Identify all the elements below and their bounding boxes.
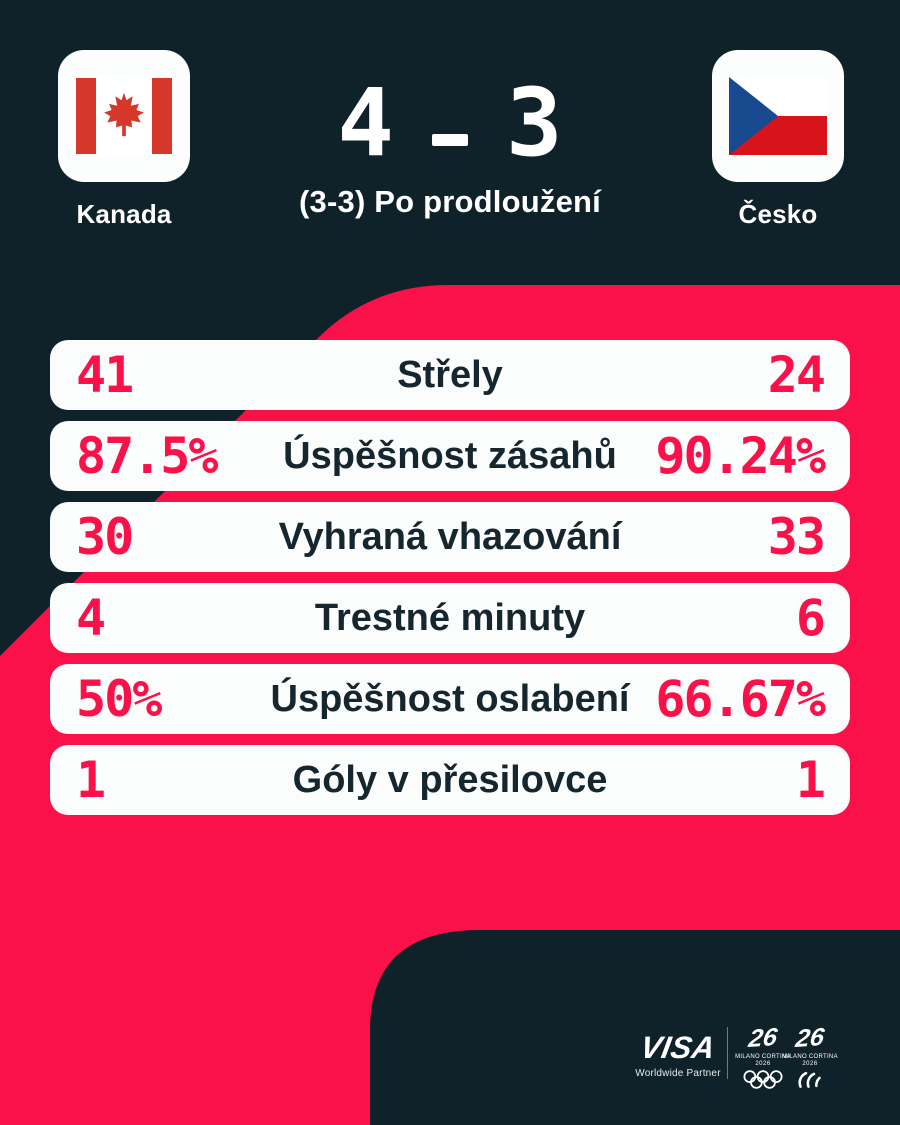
- paralympic-agitos-icon: [798, 1071, 821, 1088]
- away-flag-card: [712, 50, 844, 182]
- away-stat-value: 66.67%: [655, 670, 826, 728]
- stat-row-faceoffs-won: 30 Vyhraná vhazování 33: [50, 502, 850, 572]
- home-stat-value: 50%: [76, 670, 162, 728]
- stat-row-penalty-kill: 50% Úspěšnost oslabení 66.67%: [50, 664, 850, 734]
- visa-tagline: Worldwide Partner: [635, 1068, 721, 1079]
- milano-cortina-26-mark: 26: [794, 1023, 827, 1053]
- stat-label: Střely: [397, 353, 503, 396]
- away-stat-value: 1: [795, 751, 826, 809]
- stats-list: 41 Střely 24 87.5% Úspěšnost zásahů 90.2…: [50, 340, 850, 815]
- away-stat-value: 24: [767, 346, 826, 404]
- footer-divider: [727, 1027, 728, 1079]
- score-away-value: 3: [506, 69, 563, 178]
- stat-row-penalty-minutes: 4 Trestné minuty 6: [50, 583, 850, 653]
- away-stat-value: 33: [767, 508, 826, 566]
- milano-cortina-26-mark: 26: [747, 1023, 780, 1053]
- away-team-name: Česko: [738, 199, 818, 229]
- score-home-value: 4: [337, 69, 394, 178]
- visa-logo: VISA: [637, 1030, 719, 1065]
- home-stat-value: 4: [76, 589, 106, 647]
- score-separator-dash: [432, 133, 468, 146]
- milano-cortina-name: MILANO CORTINA: [782, 1054, 838, 1060]
- score: 4 3: [0, 64, 900, 184]
- milano-cortina-olympic-logo: 26 MILANO CORTINA 2026: [733, 1023, 793, 1089]
- stat-row-save-percentage: 87.5% Úspěšnost zásahů 90.24%: [50, 421, 850, 491]
- home-flag-card: [58, 50, 190, 182]
- visa-logo-block: VISA Worldwide Partner: [628, 1030, 728, 1079]
- home-team-name: Kanada: [76, 199, 172, 229]
- stat-label: Trestné minuty: [314, 596, 586, 639]
- stat-label: Góly v přesilovce: [292, 758, 608, 801]
- milano-cortina-year: 2026: [802, 1061, 818, 1067]
- milano-cortina-paralympic-logo: 26 MILANO CORTINA 2026: [780, 1023, 840, 1089]
- stat-row-powerplay-goals: 1 Góly v přesilovce 1: [50, 745, 850, 815]
- away-stat-value: 90.24%: [655, 427, 826, 485]
- milano-cortina-name: MILANO CORTINA: [735, 1054, 791, 1060]
- away-stat-value: 6: [795, 589, 826, 647]
- stat-label: Úspěšnost zásahů: [283, 434, 617, 477]
- olympic-rings-icon: [743, 1070, 783, 1089]
- czechia-flag-icon: [729, 77, 827, 155]
- stat-row-shots: 41 Střely 24: [50, 340, 850, 410]
- milano-cortina-year: 2026: [755, 1061, 771, 1067]
- home-stat-value: 87.5%: [76, 427, 219, 485]
- stat-label: Úspěšnost oslabení: [270, 677, 630, 720]
- home-stat-value: 41: [76, 346, 134, 404]
- home-stat-value: 30: [76, 508, 134, 566]
- stat-label: Vyhraná vhazování: [278, 515, 622, 558]
- score-subtitle: (3-3) Po prodloužení: [299, 184, 601, 219]
- home-stat-value: 1: [76, 751, 106, 809]
- canada-flag-icon: [76, 78, 172, 154]
